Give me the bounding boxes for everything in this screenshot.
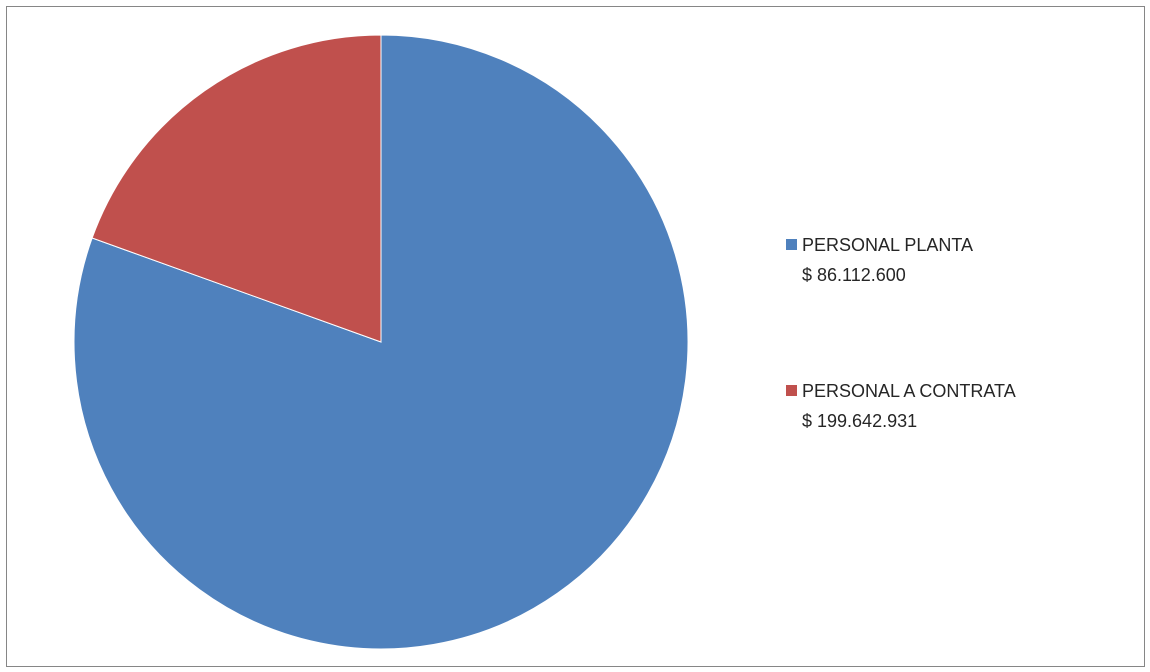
legend-label-personal-a-contrata: PERSONAL A CONTRATA [802,381,1016,401]
legend-swatch-personal-a-contrata [786,385,797,396]
legend-value-personal-a-contrata: $ 199.642.931 [802,411,918,431]
legend-value-personal-planta: $ 86.112.600 [802,265,906,285]
pie-slice-personal-a-contrata [91,34,382,343]
legend-swatch-personal-planta [786,239,797,250]
legend-item-personal-a-contrata: PERSONAL A CONTRATA $ 199.642.931 [782,376,1112,436]
legend-label-personal-planta: PERSONAL PLANTA [802,235,974,255]
legend-item-personal-planta: PERSONAL PLANTA $ 86.112.600 [782,230,1112,290]
legend: PERSONAL PLANTA $ 86.112.600 PERSONAL A … [782,230,1112,522]
